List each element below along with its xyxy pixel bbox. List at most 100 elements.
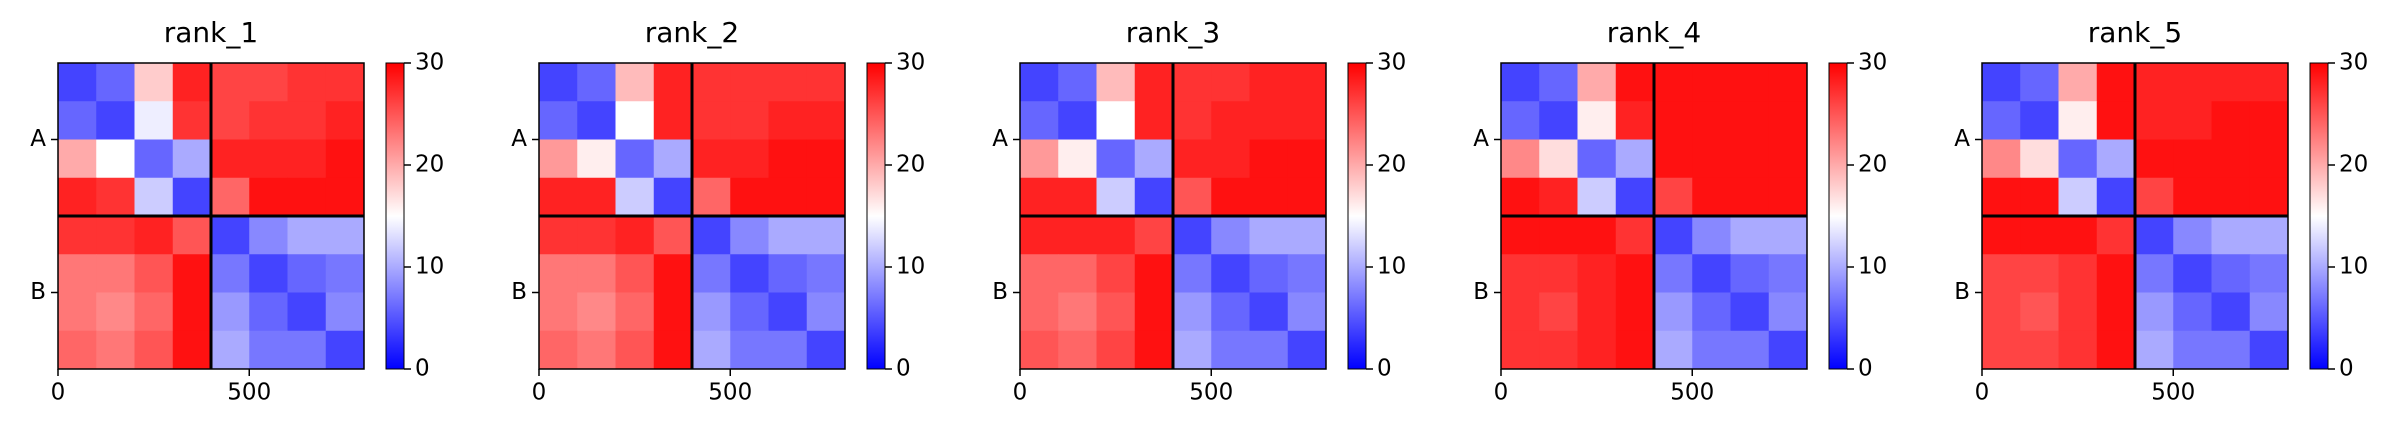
heatmap-cell	[1654, 292, 1693, 332]
heatmap-cell	[1730, 216, 1770, 255]
heatmap-cell	[1577, 330, 1617, 370]
heatmap-cell	[1096, 216, 1136, 255]
heatmap-cell	[1020, 139, 1059, 179]
colorbar-tick-label: 10	[1377, 254, 1406, 280]
heatmap-cell	[58, 139, 97, 179]
heatmap-cell	[96, 216, 135, 255]
heatmap-cell	[1768, 101, 1808, 140]
heatmap-cell	[134, 139, 174, 179]
heatmap-cell	[1173, 292, 1212, 332]
x-tick-label: 500	[2151, 380, 2195, 406]
heatmap-cell	[1249, 101, 1289, 140]
heatmap-cell	[653, 177, 693, 217]
heatmap-cell	[1096, 254, 1136, 293]
heatmap-cell	[325, 139, 365, 179]
heatmap-cell	[1577, 101, 1617, 140]
y-tick-label: A	[1473, 126, 1489, 152]
heatmap-cell	[2020, 216, 2059, 255]
heatmap-cell	[1287, 216, 1327, 255]
heatmap-cell	[1287, 101, 1327, 140]
x-tick-label: 500	[1189, 380, 1233, 406]
heatmap-cell	[172, 216, 212, 255]
colorbar-tick-label: 20	[1858, 152, 1887, 178]
heatmap-cell	[1096, 63, 1136, 102]
heatmap-cell	[1692, 292, 1731, 332]
heatmap-cell	[96, 177, 135, 217]
heatmap-cell	[1768, 330, 1808, 370]
heatmap-cell	[325, 330, 365, 370]
heatmap-cell	[1134, 63, 1174, 102]
heatmap-cell	[1020, 254, 1059, 293]
heatmap-cell	[1211, 139, 1250, 179]
heatmap-cell	[172, 330, 212, 370]
heatmap-cell	[1654, 63, 1693, 102]
heatmap-cell	[1287, 254, 1327, 293]
heatmap-cell	[2249, 330, 2289, 370]
heatmap-cell	[2211, 139, 2251, 179]
heatmap-cell	[806, 216, 846, 255]
colorbar-tick-label: 30	[2339, 50, 2368, 76]
heatmap-cell	[730, 254, 769, 293]
heatmap-cell	[539, 101, 578, 140]
heatmap-cell	[1577, 254, 1617, 293]
heatmap-cell	[249, 292, 288, 332]
heatmap-cell	[1173, 330, 1212, 370]
axes-frame	[1500, 62, 1808, 370]
heatmap-cell	[1768, 216, 1808, 255]
heatmap-cell	[1096, 330, 1136, 370]
heatmap-cell	[2135, 292, 2174, 332]
y-tick-label: B	[1954, 279, 1970, 305]
heatmap-cell	[1730, 101, 1770, 140]
heatmap-cell	[577, 330, 616, 370]
heatmap-cell	[325, 177, 365, 217]
heatmap-cell	[615, 139, 655, 179]
heatmap-cell	[2020, 292, 2059, 332]
heatmap-cell	[1173, 63, 1212, 102]
panel-title: rank_4	[1607, 16, 1701, 49]
heatmap-cell	[287, 139, 327, 179]
panel-title: rank_3	[1126, 16, 1220, 49]
heatmap-cell	[692, 177, 731, 217]
heatmap-cell	[2173, 330, 2212, 370]
heatmap-cell	[172, 254, 212, 293]
heatmap-cell	[2020, 139, 2059, 179]
heatmap-cell	[2096, 292, 2136, 332]
heatmap-cell	[539, 63, 578, 102]
heatmap-cell	[2058, 101, 2098, 140]
heatmap-cell	[1058, 292, 1097, 332]
heatmap-cell	[2173, 254, 2212, 293]
heatmap-cell	[1692, 101, 1731, 140]
heatmap-cell	[325, 254, 365, 293]
heatmap-cell	[287, 177, 327, 217]
heatmap-cell	[1768, 292, 1808, 332]
heatmap-cell	[1096, 101, 1136, 140]
heatmap-cell	[730, 101, 769, 140]
heatmap-cell	[768, 254, 808, 293]
x-tick-label: 500	[1670, 380, 1714, 406]
heatmap-cell	[2058, 330, 2098, 370]
heatmap-cell	[1654, 139, 1693, 179]
heatmap-cell	[2135, 254, 2174, 293]
heatmap-cell	[539, 216, 578, 255]
heatmap-cell	[211, 101, 250, 140]
heatmap-cell	[1730, 330, 1770, 370]
heatmap-cell	[325, 216, 365, 255]
x-tick-label: 0	[532, 380, 547, 406]
heatmap-cell	[2249, 254, 2289, 293]
heatmap-cell	[539, 292, 578, 332]
heatmap-cell	[1173, 177, 1212, 217]
heatmap-cell	[1539, 330, 1578, 370]
heatmap-cell	[2211, 216, 2251, 255]
heatmap-cell	[2096, 216, 2136, 255]
heatmap-cell	[211, 139, 250, 179]
heatmap-cell	[1501, 330, 1540, 370]
heatmap-cell	[1501, 254, 1540, 293]
heatmap-cell	[2096, 139, 2136, 179]
panel: rank_1 0 500 A B 0 10 20 30	[30, 16, 444, 406]
heatmap-cell	[1501, 139, 1540, 179]
heatmap-cell	[768, 101, 808, 140]
heatmap-cell	[1249, 254, 1289, 293]
heatmap-cell	[2211, 63, 2251, 102]
heatmap-cell	[1211, 216, 1250, 255]
heatmap-cell	[1287, 139, 1327, 179]
